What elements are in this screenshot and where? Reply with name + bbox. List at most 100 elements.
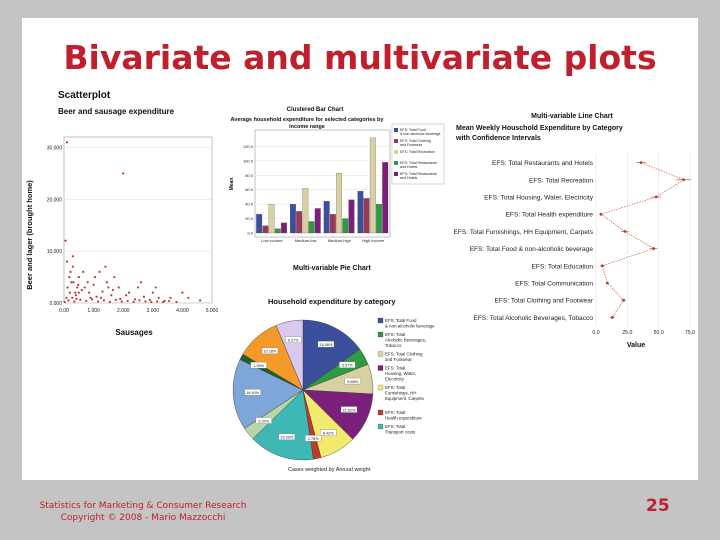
line-category-label: EFS: Total Recreation <box>529 177 593 184</box>
pie-label-box <box>320 429 337 436</box>
pie-legend-label: EFS: Total <box>385 424 405 429</box>
line-point <box>623 230 627 233</box>
scatter-x-tick: 5.000 <box>206 308 219 314</box>
scatter-point <box>144 300 147 303</box>
pie-label-box <box>278 433 296 440</box>
bar-legend-label: EFS: Total Clothing <box>400 139 431 143</box>
pie-slice-label: 8.42% <box>323 431 334 435</box>
pie-chart: Multi-variable Pie Chart Household expen… <box>232 265 435 473</box>
bar-y-tick: 120.0 <box>243 144 254 149</box>
scatter-ylabel: Beer and lager (brought home) <box>25 180 34 290</box>
line-point <box>622 298 625 302</box>
bar-legend-label: & non-alcoholic beverage <box>400 132 441 136</box>
scatter-x-tick: 3.000 <box>147 308 160 314</box>
scatter-point <box>74 291 77 294</box>
pie-label-box <box>261 347 279 355</box>
bar-y-tick: 80.0 <box>245 173 254 178</box>
pie-legend-label: Electricity <box>385 377 405 382</box>
pie-legend-swatch <box>377 317 384 324</box>
line-x-tick: 50.0 <box>654 330 664 336</box>
scatter-point <box>91 298 94 301</box>
footer-line-1: Statistics for Marketing & Consumer Rese… <box>39 501 247 511</box>
scatter-point <box>86 281 89 284</box>
scatter-point <box>77 283 80 286</box>
scatter-point <box>117 286 120 289</box>
line-category-label: EFS: Total Education <box>532 263 594 270</box>
scatter-point <box>105 281 109 284</box>
pie-chart-caption: Multi-variable Pie Chart <box>293 265 371 272</box>
pie-label-box <box>340 406 358 413</box>
multi-variable-line-chart: Multi-variable Line Chart Mean Weekly Ho… <box>453 113 695 349</box>
scatter-point <box>69 270 72 273</box>
scatter-point <box>133 298 137 301</box>
scatterplot-chart: Scatterplot Beer and sausage expenditure… <box>25 90 219 337</box>
bar <box>256 214 263 234</box>
scatter-point <box>139 281 143 284</box>
scatter-point <box>162 300 165 304</box>
scatter-point <box>82 270 85 273</box>
pie-legend-label: EFS: Total Clothing <box>385 352 423 357</box>
line-category-label: EFS: Total Alcoholic Beverages, Tobacco <box>473 315 593 322</box>
scatter-point <box>142 295 146 298</box>
bar <box>357 191 364 234</box>
pie-label-box <box>284 336 302 343</box>
bar-legend-swatch <box>394 172 398 176</box>
scatter-y-tick: 10.000 <box>47 249 63 255</box>
scatter-point <box>120 300 123 303</box>
slide-footer: Statistics for Marketing & Consumer Rese… <box>28 500 258 524</box>
pie-label-box <box>317 340 335 348</box>
pie-label-box <box>344 377 361 385</box>
bar-chart-frame <box>254 129 391 238</box>
bar-y-tick: 40.0 <box>245 202 254 207</box>
bar-category-label: High income <box>362 238 385 243</box>
bar <box>323 201 330 234</box>
scatter-point <box>126 299 129 303</box>
pie-slice-label: 15.09% <box>280 436 294 440</box>
bar <box>274 228 281 234</box>
scatter-point <box>114 298 117 301</box>
line-point <box>682 178 686 182</box>
bar <box>382 162 389 234</box>
bar-category-label: Low income <box>261 238 283 243</box>
line-x-tick: 75.0 <box>685 330 695 336</box>
bar-chart-ylabel: Mean <box>229 178 235 191</box>
scatter-point <box>101 290 104 293</box>
line-chart-title-line2: with Confidence Intervals <box>455 135 541 142</box>
scatter-point <box>68 275 71 279</box>
pie-chart-title: Household expenditure by category <box>268 297 396 306</box>
line-chart-caption: Multi-variable Line Chart <box>531 113 613 120</box>
pie-slice-label: 11.52% <box>343 408 356 412</box>
bar <box>290 204 296 234</box>
pie-legend-label: Housing, Water, <box>385 371 416 376</box>
line-point <box>654 195 658 199</box>
bar <box>329 214 336 234</box>
line-category-label: EFS: Total Clothing and Footwear <box>495 298 594 305</box>
line-category-label: EFS: Total Communication <box>515 281 593 288</box>
pie-legend-label: & non-alcoholic beverage <box>385 324 435 329</box>
pie-label-box <box>339 361 356 369</box>
line-point <box>652 247 656 251</box>
scatter-point <box>85 299 88 303</box>
footer-line-2: Copyright © 2008 - Mario Mazzocchi <box>60 513 226 523</box>
scatter-point <box>132 300 135 304</box>
scatter-point <box>68 291 72 294</box>
bar-y-tick: 20.0 <box>245 216 254 221</box>
line-category-label: EFS: Total Housing, Water, Electricity <box>484 195 594 202</box>
scatter-point <box>98 270 101 273</box>
scatter-point <box>96 300 100 303</box>
scatter-point <box>107 286 110 289</box>
scatter-point <box>71 255 74 258</box>
bar-legend-swatch <box>394 139 398 143</box>
scatter-point <box>104 265 107 268</box>
bar-legend-box <box>391 123 445 185</box>
line-chart-title-line1: Mean Weekly Houschold Expenditure by Cat… <box>456 125 623 132</box>
pie-legend-swatch <box>377 409 384 416</box>
line-x-tick: 25.0 <box>622 330 632 336</box>
scatter-point <box>63 300 66 304</box>
page-number: 25 <box>646 496 670 516</box>
scatter-point <box>72 281 75 284</box>
bar-y-tick: 0.0 <box>247 231 253 236</box>
pie-legend-label: Equipment, Carpets <box>385 396 425 401</box>
scatter-point <box>70 281 73 284</box>
